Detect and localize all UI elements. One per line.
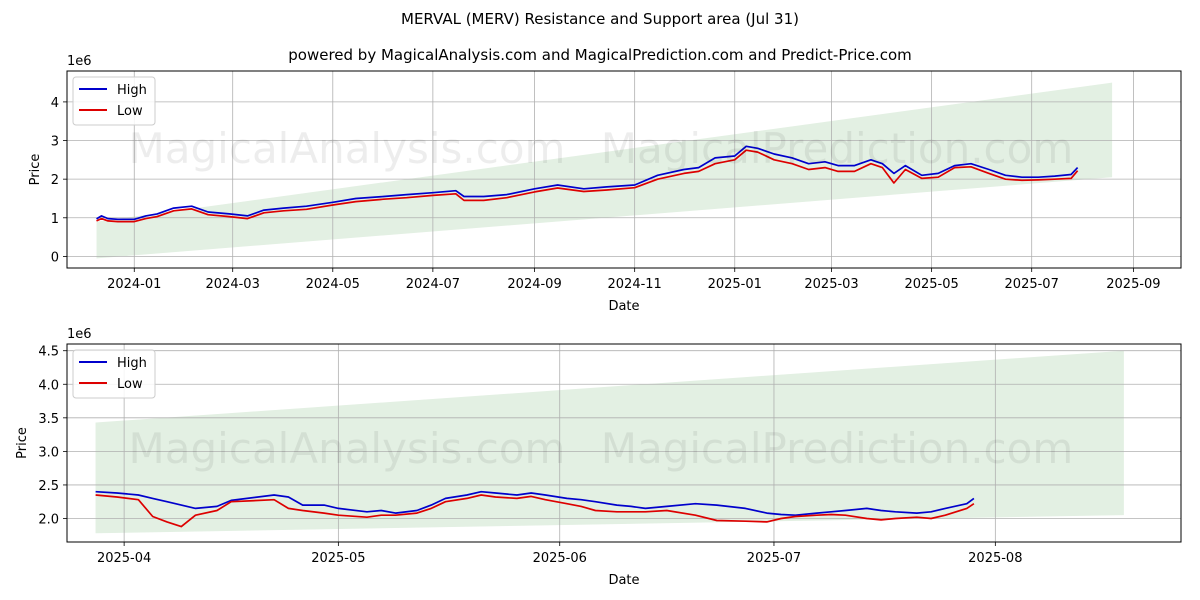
x-tick-label: 2024-03 <box>206 277 260 292</box>
y-offset-label: 1e6 <box>67 54 92 69</box>
series-line-high <box>96 145 1079 221</box>
x-tick-label: 2025-06 <box>533 551 587 566</box>
watermark-text: MagicalPrediction.com <box>601 124 1074 173</box>
x-tick-label: 2024-11 <box>608 277 662 292</box>
x-tick-label: 2024-05 <box>306 277 360 292</box>
y-tick-label: 3.5 <box>38 412 59 427</box>
axes-frame <box>66 70 1182 269</box>
y-axis-label: Price <box>15 427 30 459</box>
y-tick-label: 4.0 <box>38 378 59 393</box>
chart-subtitle: powered by MagicalAnalysis.com and Magic… <box>288 46 912 64</box>
legend-label-low: Low <box>117 377 143 392</box>
x-axis-label: Date <box>608 573 639 588</box>
watermark-text: MagicalAnalysis.com <box>129 124 566 173</box>
x-tick-label: 2025-01 <box>708 277 762 292</box>
legend-label-high: High <box>117 83 147 98</box>
x-tick-label: 2025-05 <box>311 551 365 566</box>
x-tick-label: 2025-08 <box>968 551 1022 566</box>
y-tick-label: 1 <box>51 212 59 227</box>
x-tick-label: 2025-04 <box>97 551 151 566</box>
y-tick-label: 2.0 <box>38 513 59 528</box>
x-tick-label: 2025-05 <box>904 277 958 292</box>
axes-frame <box>66 343 1182 543</box>
x-tick-label: 2025-07 <box>747 551 801 566</box>
legend: High Low <box>72 76 156 126</box>
x-tick-label: 2024-01 <box>107 277 161 292</box>
legend-label-high: High <box>117 356 147 371</box>
x-tick-label: 2025-03 <box>804 277 858 292</box>
x-tick-label: 2025-07 <box>1005 277 1059 292</box>
y-tick-label: 2 <box>51 173 59 188</box>
y-tick-label: 4 <box>51 96 59 111</box>
watermark-text: MagicalPrediction.com <box>601 424 1074 473</box>
series-line-high <box>95 490 975 517</box>
support-resistance-band <box>96 82 1113 259</box>
series-line-low <box>96 149 1079 223</box>
x-tick-label: 2024-07 <box>406 277 460 292</box>
y-axis-label: Price <box>28 154 43 186</box>
chart-panel-2: 2025-04 2025-05 2025-06 2025-07 2025-08 2.0 2.… <box>15 327 1182 588</box>
x-tick-label: 2024-09 <box>507 277 561 292</box>
x-tick-label: 2025-09 <box>1106 277 1160 292</box>
series-line-low <box>95 494 975 528</box>
y-tick-label: 4.5 <box>38 345 59 360</box>
y-tick-label: 2.5 <box>38 479 59 494</box>
watermark-text: MagicalAnalysis.com <box>129 424 566 473</box>
y-tick-label: 0 <box>51 250 59 265</box>
chart-title: MERVAL (MERV) Resistance and Support are… <box>401 10 799 28</box>
legend-label-low: Low <box>117 104 143 119</box>
y-tick-label: 3 <box>51 135 59 150</box>
x-axis-label: Date <box>608 299 639 314</box>
y-offset-label: 1e6 <box>67 327 92 342</box>
support-resistance-band <box>95 350 1124 534</box>
legend: High Low <box>72 349 156 399</box>
y-tick-label: 3.0 <box>38 445 59 460</box>
chart-panel-1: 2024-01 2024-03 2024-05 2024-07 2024-09 2024-… <box>28 54 1182 314</box>
